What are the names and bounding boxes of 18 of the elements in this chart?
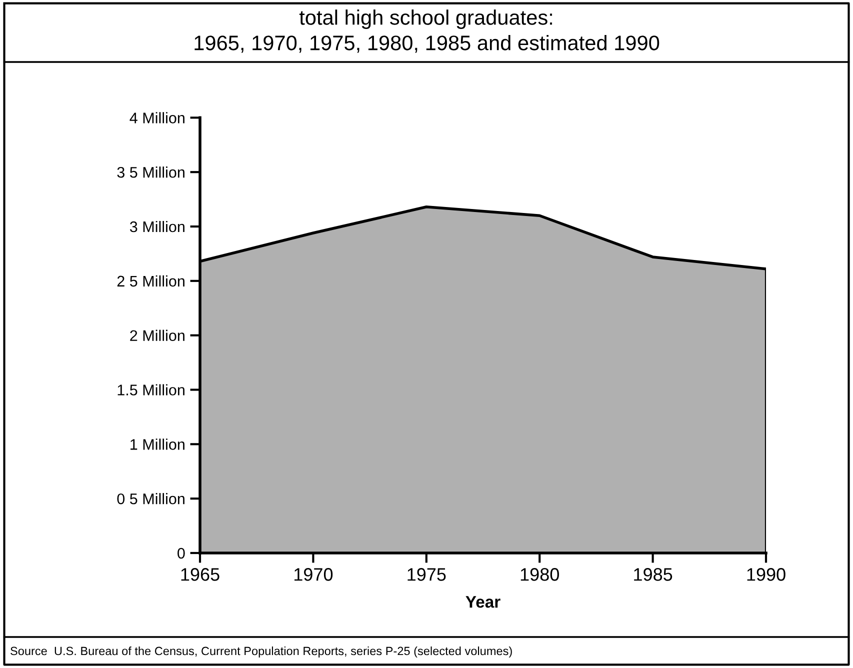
- x-tick-label: 1975: [408, 568, 446, 581]
- y-tick-label: 3 5 Million: [117, 166, 184, 178]
- y-tick-label: 1 Million: [130, 438, 184, 450]
- y-tick-label: 0: [178, 548, 185, 559]
- source-note: Source U.S. Bureau of the Census, Current Population Reports, series P-25 (selected volumes): [10, 646, 512, 658]
- x-axis-title: Year: [466, 596, 500, 608]
- y-tick-label: 2 Million: [130, 330, 184, 342]
- y-tick-label: 0 5 Million: [117, 493, 184, 504]
- y-tick-label: 2 5 Million: [117, 275, 184, 287]
- y-tick-label: 4 Million: [130, 112, 184, 124]
- y-tick-label: 1.5 Million: [118, 384, 184, 396]
- chart-title: total high school graduates: 1965, 1970, 1975, 1980, 1985 and estimated 1990: [194, 10, 660, 53]
- x-tick-label: 1985: [634, 568, 672, 581]
- x-tick-label: 1980: [520, 568, 559, 581]
- x-tick-label: 1970: [294, 568, 333, 581]
- y-tick-label: 3 Million: [130, 220, 184, 232]
- x-tick-label: 1965: [181, 568, 220, 581]
- x-tick-label: 1990: [747, 568, 786, 581]
